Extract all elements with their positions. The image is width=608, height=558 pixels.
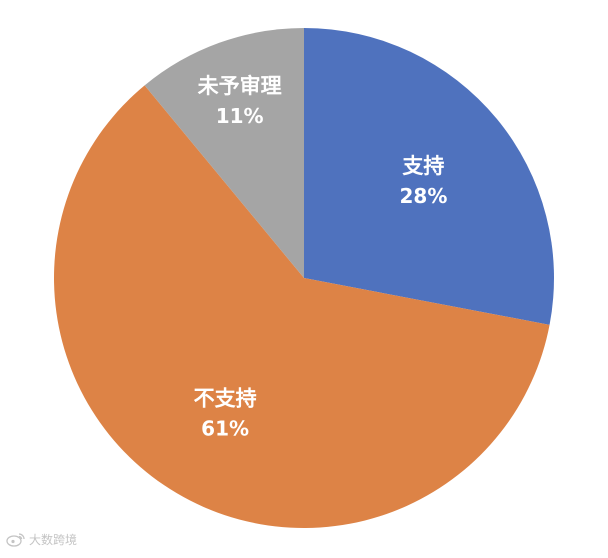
slice-label-0: 支持 (402, 154, 444, 178)
weibo-logo-icon (6, 533, 25, 547)
pie-slice-1 (54, 85, 550, 528)
slice-percent-2: 11% (216, 104, 264, 128)
watermark-text: 大数跨境 (29, 532, 78, 547)
slice-label-1: 不支持 (194, 386, 257, 410)
pie-slice-2 (144, 28, 304, 278)
slice-label-2: 未予审理 (198, 74, 282, 98)
watermark: 大数跨境 (6, 528, 77, 550)
slice-percent-0: 28% (399, 184, 447, 208)
pie-slice-0 (304, 28, 555, 325)
slice-percent-1: 61% (201, 416, 249, 440)
